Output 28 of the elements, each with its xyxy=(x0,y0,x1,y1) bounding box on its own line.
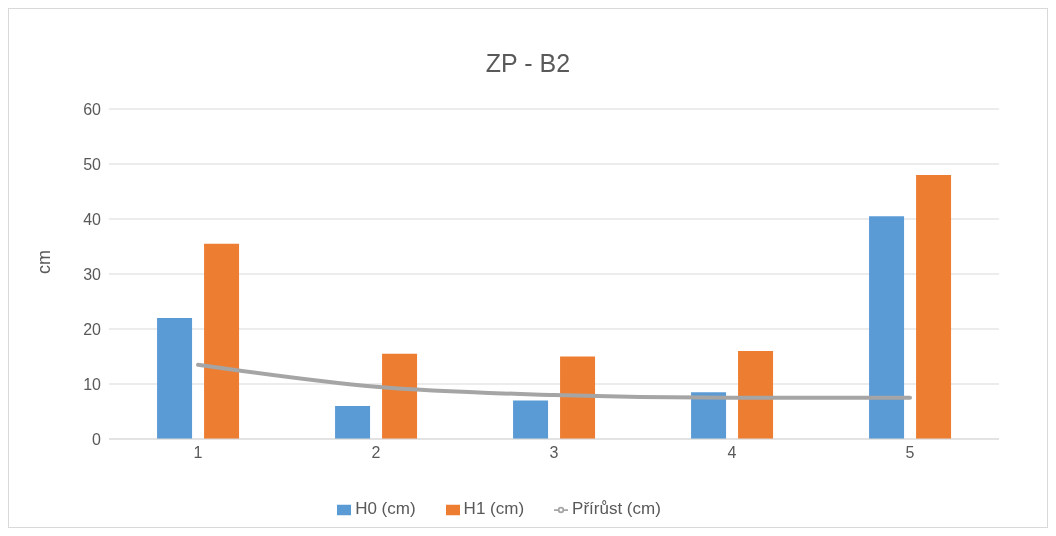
x-tick-label: 5 xyxy=(905,444,915,462)
bar xyxy=(691,392,727,439)
bar xyxy=(204,243,240,439)
bar xyxy=(916,175,952,439)
y-tick-label: 40 xyxy=(83,210,102,228)
y-tick-label: 10 xyxy=(83,375,102,393)
chart-title: ZP - B2 xyxy=(484,49,572,79)
y-tick-label: 20 xyxy=(83,320,102,338)
legend-label: H0 (cm) xyxy=(355,499,416,518)
bar xyxy=(738,351,774,439)
bar xyxy=(513,400,549,439)
bar xyxy=(869,216,905,439)
y-tick-label: 30 xyxy=(83,265,102,283)
bar xyxy=(157,318,193,439)
bar xyxy=(335,406,371,439)
y-tick-label: 60 xyxy=(83,100,102,118)
y-tick-label: 0 xyxy=(92,430,102,448)
x-tick-label: 2 xyxy=(371,444,381,462)
legend-label: Přírůst (cm) xyxy=(572,499,661,518)
bar xyxy=(382,353,418,439)
x-tick-label: 4 xyxy=(727,444,737,462)
y-axis-title: cm xyxy=(34,250,55,274)
y-tick-label: 50 xyxy=(83,155,102,173)
x-tick-label: 3 xyxy=(549,444,559,462)
legend-label: H1 (cm) xyxy=(463,499,525,518)
x-tick-label: 1 xyxy=(193,444,203,462)
bar xyxy=(560,356,596,439)
line-series xyxy=(196,362,912,400)
